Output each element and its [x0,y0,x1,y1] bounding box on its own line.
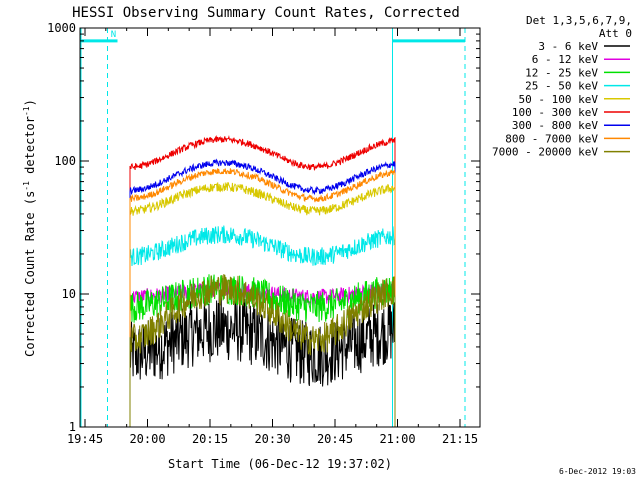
y-label-mid: detector [23,116,37,181]
series-line-8 [129,168,396,427]
y-tick-label: 10 [62,287,76,301]
series-line-7 [129,158,396,427]
x-tick-label: 20:45 [317,432,353,446]
y-tick-label: 100 [54,154,76,168]
legend-label: 50 - 100 keV [519,93,599,106]
plot-area: N [80,28,466,427]
series-line-5 [129,182,396,427]
legend-header-line-2: Att 0 [599,27,632,40]
series-line-3 [129,274,396,427]
y-tick-label: 1000 [47,21,76,35]
x-axis: 19:45 20:00 20:15 20:30 20:45 21:00 21:15 [67,28,478,446]
chart-title: HESSI Observing Summary Count Rates, Cor… [72,5,460,21]
legend-label: 300 - 800 keV [512,119,598,132]
y-tick-label: 1 [69,420,76,434]
y-label-sup2: -1 [22,106,31,116]
legend-header-line-1: Det 1,3,5,6,7,9, [526,14,632,27]
flag-label: N [111,30,116,40]
x-tick-label: 19:45 [67,432,103,446]
plot-frame [79,27,481,428]
y-label-sup1: -1 [22,181,31,191]
legend-label: 7000 - 20000 keV [492,146,598,159]
legend-label: 6 - 12 keV [532,53,599,66]
series-line-6 [129,134,396,427]
legend-label: 100 - 300 keV [512,106,598,119]
y-label-suffix: ) [23,99,37,106]
legend-label: 12 - 25 keV [525,66,598,79]
y-axis: 1 10 100 1000 [47,21,480,434]
x-tick-label: 20:00 [129,432,165,446]
x-tick-label: 20:30 [254,432,290,446]
x-tick-label: 21:00 [379,432,415,446]
footer-date: 6-Dec-2012 19:03 [559,467,636,476]
x-tick-label: 21:15 [442,432,478,446]
legend-label: 25 - 50 keV [525,80,598,93]
y-label-prefix: Corrected Count Rate (s [23,191,37,357]
legend-label: 800 - 7000 keV [505,132,598,145]
x-axis-label: Start Time (06-Dec-12 19:37:02) [168,457,392,471]
y-axis-label: Corrected Count Rate (s-1 detector-1) [22,99,37,357]
series-line-9 [129,274,396,427]
legend-label: 3 - 6 keV [538,40,598,53]
series-line-4 [129,225,396,427]
x-tick-label: 20:15 [192,432,228,446]
series-line-1 [129,296,396,427]
